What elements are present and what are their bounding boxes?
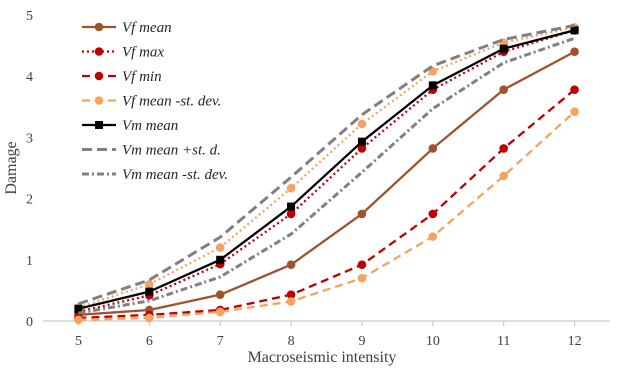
x-tick-label: 6 bbox=[146, 334, 153, 349]
series-vf-max-point bbox=[286, 209, 296, 219]
series-vm-mean-point bbox=[216, 255, 225, 264]
series-vf-max-line bbox=[78, 29, 575, 313]
legend-item-vf-min: Vf min bbox=[82, 69, 162, 85]
series-vf-mean-st-dev-line bbox=[78, 110, 576, 321]
series-vm-mean-point bbox=[570, 26, 579, 35]
series-vf-mean-st-dev-point bbox=[286, 297, 296, 306]
series-vf-mean-st-dev-point bbox=[74, 315, 83, 325]
legend-item-vf-min-label: Vf min bbox=[122, 69, 162, 85]
series-vf-mean-st-dev-point bbox=[215, 307, 225, 317]
legend-item-vm-mean-st-dev-label: Vm mean -st. dev. bbox=[122, 167, 228, 183]
series-vf-mean-point bbox=[215, 290, 225, 299]
legend-item-vf-mean: Vf mean bbox=[82, 20, 172, 36]
legend-item-vm-mean-st-dev: Vm mean -st. dev. bbox=[82, 167, 228, 183]
x-tick-label: 11 bbox=[497, 334, 510, 349]
legend-item-vm-mean: Vm mean bbox=[82, 118, 178, 134]
series-layer bbox=[74, 22, 579, 325]
x-tick-label: 5 bbox=[75, 334, 82, 349]
series-vf-min bbox=[74, 85, 579, 323]
legend-item-vm-mean-point bbox=[95, 121, 103, 129]
series-vf-min-point bbox=[499, 144, 508, 153]
series-vm-mean bbox=[74, 26, 579, 313]
x-tick-label: 9 bbox=[358, 334, 365, 349]
series-vf-mean-st-dev-point bbox=[428, 67, 438, 76]
legend-item-vf-mean-st-dev-label: Vf mean -st. dev. bbox=[122, 94, 221, 110]
series-vm-mean-point bbox=[145, 287, 154, 296]
series-vf-min-point bbox=[570, 85, 579, 94]
series-vm-mean-st-dev-line bbox=[78, 36, 576, 315]
y-axis-title: Damage bbox=[3, 141, 20, 194]
series-vf-mean-st-dev-point bbox=[215, 243, 225, 252]
legend-item-vm-mean-st-d: Vm mean +st. d. bbox=[82, 143, 221, 159]
series-vf-min-point bbox=[357, 260, 367, 269]
series-vf-mean-st-dev-point bbox=[570, 107, 579, 116]
y-tick-label: 0 bbox=[26, 315, 33, 330]
legend-item-vf-min-point bbox=[94, 71, 104, 81]
series-vf-mean-point bbox=[357, 209, 367, 219]
legend-item-vm-mean-st-d-label: Vm mean +st. d. bbox=[122, 143, 221, 159]
series-vf-mean-st-dev-point bbox=[499, 171, 508, 181]
series-vf-min-point bbox=[428, 209, 438, 219]
series-vm-mean-point bbox=[287, 202, 296, 211]
legend-item-vf-mean-point bbox=[94, 22, 104, 32]
series-vf-min-line bbox=[78, 88, 576, 320]
series-vf-mean-st-dev bbox=[74, 107, 579, 325]
x-tick-label: 7 bbox=[217, 334, 224, 349]
x-axis-title: Macroseismic intensity bbox=[248, 349, 397, 366]
legend-item-vf-max-point bbox=[94, 47, 104, 56]
series-vf-mean-st-dev-point bbox=[145, 279, 154, 289]
series-vm-mean-line bbox=[78, 29, 575, 310]
series-vm-mean-st-d bbox=[77, 23, 575, 306]
series-vf-min-point bbox=[286, 290, 296, 299]
series-vf-mean-st-dev-point bbox=[357, 119, 367, 129]
y-tick-label: 2 bbox=[26, 193, 33, 208]
y-tick-label: 4 bbox=[26, 70, 33, 85]
series-vf-max-point bbox=[357, 144, 367, 153]
series-vm-mean-point bbox=[357, 137, 366, 146]
series-vf-mean-point bbox=[570, 47, 579, 57]
x-tick-label: 10 bbox=[426, 334, 440, 349]
series-vf-mean-st-dev-point bbox=[145, 313, 154, 323]
legend: Vf mean Vf max Vf min Vf mean -st. dev. Vm m… bbox=[82, 20, 228, 183]
series-vf-mean-line bbox=[78, 50, 576, 317]
x-tick-label: 12 bbox=[568, 334, 582, 349]
legend-item-vf-mean-label: Vf mean bbox=[122, 20, 172, 36]
series-vm-mean-st-dev bbox=[78, 36, 576, 315]
legend-item-vm-mean-label: Vm mean bbox=[122, 118, 178, 134]
legend-item-vf-max-label: Vf max bbox=[122, 45, 164, 61]
y-tick-label: 1 bbox=[26, 254, 33, 269]
legend-item-vf-max: Vf max bbox=[82, 45, 164, 61]
series-vf-mean-st-dev-point bbox=[286, 183, 296, 193]
series-vf-mean-point bbox=[286, 260, 296, 269]
series-vf-mean-point bbox=[428, 144, 438, 153]
legend-item-vf-mean-st-dev: Vf mean -st. dev. bbox=[82, 94, 221, 110]
series-vf-mean-st-dev-point bbox=[357, 273, 367, 283]
x-tick-label: 8 bbox=[288, 334, 295, 349]
series-vf-mean-point bbox=[499, 85, 508, 94]
series-vm-mean-st-d-line bbox=[77, 23, 575, 306]
y-tick-label: 3 bbox=[26, 131, 33, 146]
series-vm-mean-point bbox=[428, 81, 437, 90]
series-vf-mean-st-dev-point bbox=[428, 232, 438, 241]
series-vm-mean-point bbox=[74, 304, 83, 313]
y-tick-label: 5 bbox=[26, 9, 33, 24]
series-vm-mean-point bbox=[499, 44, 508, 53]
legend-item-vf-mean-st-dev-point bbox=[94, 96, 104, 105]
